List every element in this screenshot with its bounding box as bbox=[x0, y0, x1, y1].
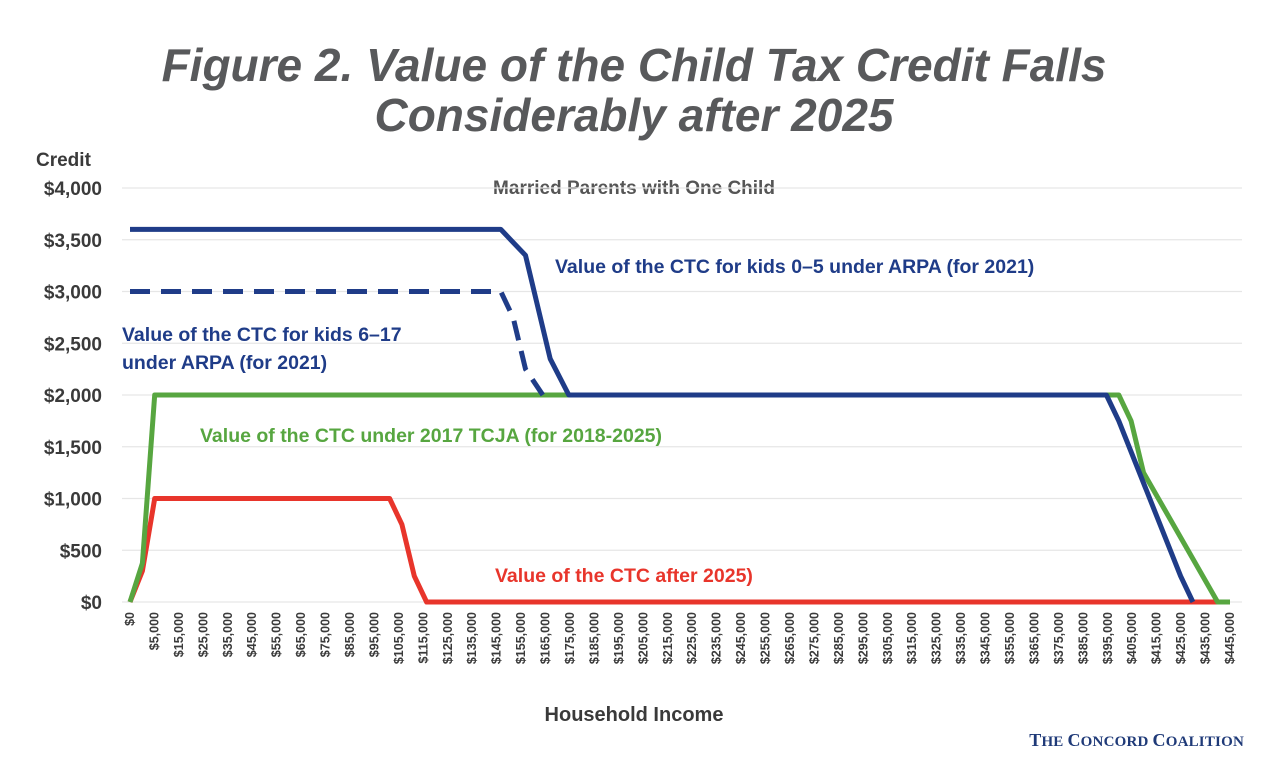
x-tick-label: $145,000 bbox=[490, 612, 504, 664]
x-tick-label: $135,000 bbox=[465, 612, 479, 664]
x-tick-label: $375,000 bbox=[1052, 612, 1066, 664]
x-tick-label: $275,000 bbox=[807, 612, 821, 664]
annotation-arpa-6-17-line1: Value of the CTC for kids 6–17 bbox=[122, 324, 402, 346]
x-tick-label: $195,000 bbox=[612, 612, 626, 664]
x-tick-label: $235,000 bbox=[710, 612, 724, 664]
x-tick-label: $415,000 bbox=[1150, 612, 1164, 664]
series-line-tcja bbox=[127, 392, 1230, 605]
y-tick-label: $4,000 bbox=[44, 179, 102, 200]
source-label: THE CONCORD COALITION bbox=[1029, 730, 1244, 750]
x-tick-label: $55,000 bbox=[270, 612, 284, 657]
x-tick-label: $95,000 bbox=[367, 612, 381, 657]
x-tick-label: $5,000 bbox=[147, 612, 161, 650]
x-tick-label: $305,000 bbox=[881, 612, 895, 664]
x-tick-label: $425,000 bbox=[1174, 612, 1188, 664]
y-tick-label: $0 bbox=[81, 593, 102, 614]
chart-title-line-1: Figure 2. Value of the Child Tax Credit … bbox=[161, 39, 1107, 91]
x-tick-label: $435,000 bbox=[1199, 612, 1213, 664]
annotation-tcja: Value of the CTC under 2017 TCJA (for 20… bbox=[200, 425, 662, 447]
annotation-arpa-6-17-line2: under ARPA (for 2021) bbox=[122, 352, 327, 374]
x-tick-label: $125,000 bbox=[441, 612, 455, 664]
x-tick-label: $285,000 bbox=[832, 612, 846, 664]
x-tick-label: $0 bbox=[123, 612, 137, 626]
x-tick-label: $335,000 bbox=[954, 612, 968, 664]
x-tick-label: $325,000 bbox=[930, 612, 944, 664]
x-axis-title: Household Income bbox=[544, 704, 724, 726]
x-tick-label: $355,000 bbox=[1003, 612, 1017, 664]
y-tick-label: $2,500 bbox=[44, 334, 102, 355]
x-tick-label: $205,000 bbox=[636, 612, 650, 664]
x-tick-label: $345,000 bbox=[979, 612, 993, 664]
x-tick-label: $155,000 bbox=[514, 612, 528, 664]
x-tick-label: $15,000 bbox=[172, 612, 186, 657]
x-tick-label: $105,000 bbox=[392, 612, 406, 664]
x-tick-label: $75,000 bbox=[319, 612, 333, 657]
source-credit: THE CONCORD COALITION bbox=[1029, 730, 1244, 751]
annotation-after-2025: Value of the CTC after 2025) bbox=[495, 565, 753, 587]
annotation-arpa-0-5: Value of the CTC for kids 0–5 under ARPA… bbox=[555, 256, 1034, 278]
y-tick-label: $1,500 bbox=[44, 438, 102, 459]
x-tick-label: $25,000 bbox=[196, 612, 210, 657]
x-tick-label: $215,000 bbox=[661, 612, 675, 664]
x-tick-label: $265,000 bbox=[783, 612, 797, 664]
x-tick-label: $165,000 bbox=[539, 612, 553, 664]
y-axis-title: Credit bbox=[36, 150, 91, 171]
y-tick-label: $2,000 bbox=[44, 386, 102, 407]
x-tick-label: $175,000 bbox=[563, 612, 577, 664]
x-tick-label: $385,000 bbox=[1076, 612, 1090, 664]
x-tick-label: $445,000 bbox=[1223, 612, 1237, 664]
x-tick-label: $255,000 bbox=[759, 612, 773, 664]
series-line-arpa-0-5 bbox=[130, 226, 1196, 604]
x-tick-label: $115,000 bbox=[416, 612, 430, 663]
y-tick-label: $3,000 bbox=[44, 283, 102, 304]
x-tick-label: $225,000 bbox=[685, 612, 699, 664]
y-tick-label: $3,500 bbox=[44, 231, 102, 252]
x-tick-label: $85,000 bbox=[343, 612, 357, 657]
x-tick-label: $405,000 bbox=[1125, 612, 1139, 664]
y-tick-label: $1,000 bbox=[44, 490, 102, 511]
x-tick-label: $45,000 bbox=[245, 612, 259, 657]
x-tick-label: $245,000 bbox=[734, 612, 748, 664]
chart-title-line-2: Considerably after 2025 bbox=[374, 89, 894, 141]
x-tick-label: $295,000 bbox=[856, 612, 870, 664]
x-tick-label: $315,000 bbox=[905, 612, 919, 664]
x-tick-label: $65,000 bbox=[294, 612, 308, 657]
x-tick-label: $365,000 bbox=[1027, 612, 1041, 664]
x-tick-label: $35,000 bbox=[221, 612, 235, 657]
x-tick-label: $395,000 bbox=[1101, 612, 1115, 664]
x-tick-label: $185,000 bbox=[587, 612, 601, 664]
y-tick-label: $500 bbox=[60, 541, 102, 562]
